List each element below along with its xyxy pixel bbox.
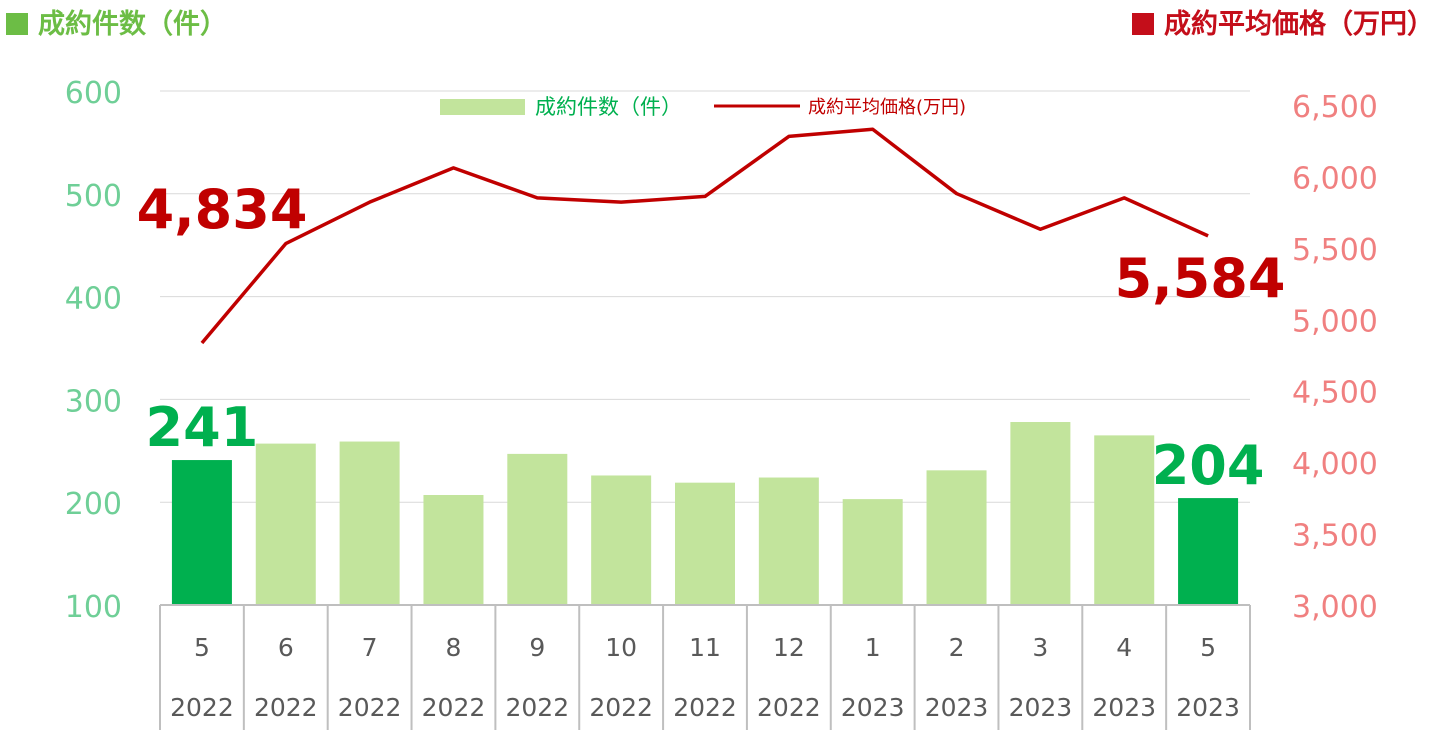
year-label: 2022 xyxy=(673,693,737,722)
left-axis-tick-label: 100 xyxy=(65,590,122,625)
month-label: 12 xyxy=(773,633,805,662)
legend-line-label: 成約平均価格(万円) xyxy=(808,97,966,118)
left-axis-title: 成約件数（件） xyxy=(6,2,227,41)
legend-bar-label: 成約件数（件） xyxy=(535,95,682,119)
legend-bar-swatch xyxy=(440,99,525,115)
month-label: 8 xyxy=(446,633,462,662)
month-label: 1 xyxy=(865,633,881,662)
month-label: 10 xyxy=(605,633,637,662)
right-axis-tick-label: 5,500 xyxy=(1292,233,1378,268)
month-label: 5 xyxy=(1200,633,1216,662)
right-axis-tick-label: 6,000 xyxy=(1292,161,1378,196)
bar-data-label: 241 xyxy=(146,396,259,459)
year-label: 2022 xyxy=(254,693,318,722)
bar-8 xyxy=(758,477,819,605)
bar-2 xyxy=(255,443,316,605)
red-square-icon xyxy=(1132,13,1154,35)
bar-6 xyxy=(591,475,652,605)
line-data-label: 4,834 xyxy=(137,178,308,241)
bar-9 xyxy=(842,499,903,605)
year-label: 2023 xyxy=(841,693,905,722)
right-axis-tick-label: 6,500 xyxy=(1292,90,1378,125)
year-label: 2023 xyxy=(925,693,989,722)
year-label: 2022 xyxy=(422,693,486,722)
month-label: 4 xyxy=(1116,633,1132,662)
year-label: 2023 xyxy=(1092,693,1156,722)
month-label: 11 xyxy=(689,633,721,662)
line-data-label: 5,584 xyxy=(1115,247,1286,310)
year-label: 2022 xyxy=(757,693,821,722)
green-square-icon xyxy=(6,13,28,35)
axes: 100 200 300 400 500 600 3,000 3,500 4,000 4,500 5,… xyxy=(65,76,1378,625)
left-axis-tick-label: 400 xyxy=(65,282,122,317)
month-label: 9 xyxy=(529,633,545,662)
right-axis-tick-label: 3,000 xyxy=(1292,590,1378,625)
data-labels: 241 204 4,834 5,584 xyxy=(137,178,1286,497)
right-axis-title-text: 成約平均価格（万円） xyxy=(1164,9,1434,40)
bar-13 xyxy=(1178,498,1239,605)
month-label: 2 xyxy=(949,633,965,662)
bar-series xyxy=(171,422,1239,605)
year-label: 2023 xyxy=(1176,693,1240,722)
right-axis-tick-label: 5,000 xyxy=(1292,304,1378,339)
left-axis-tick-label: 500 xyxy=(65,179,122,214)
right-axis-tick-label: 4,500 xyxy=(1292,376,1378,411)
gridlines xyxy=(160,90,1250,503)
bar-data-label: 204 xyxy=(1152,434,1265,497)
bar-7 xyxy=(675,482,735,605)
bar-12 xyxy=(1094,435,1155,605)
month-label: 6 xyxy=(278,633,294,662)
line-series xyxy=(200,127,1209,345)
bar-10 xyxy=(926,470,987,605)
month-label: 7 xyxy=(362,633,378,662)
bar-5 xyxy=(507,453,568,605)
bar-1 xyxy=(171,460,232,605)
price-line xyxy=(200,127,1209,345)
left-axis-tick-label: 300 xyxy=(65,384,122,419)
left-axis-tick-label: 600 xyxy=(65,76,122,111)
year-label: 2023 xyxy=(1009,693,1073,722)
month-label: 3 xyxy=(1032,633,1048,662)
right-axis-tick-label: 3,500 xyxy=(1292,519,1378,554)
bar-4 xyxy=(423,495,484,605)
bar-3 xyxy=(339,441,400,605)
right-axis-title: 成約平均価格（万円） xyxy=(1132,2,1434,41)
left-axis-title-text: 成約件数（件） xyxy=(38,9,227,40)
year-label: 2022 xyxy=(170,693,234,722)
year-label: 2022 xyxy=(589,693,653,722)
legend: 成約件数（件） 成約平均価格(万円) xyxy=(440,95,966,119)
month-label: 5 xyxy=(194,633,210,662)
left-axis-tick-label: 200 xyxy=(65,487,122,522)
year-label: 2022 xyxy=(505,693,569,722)
category-table: 5202262022720228202292022102022112022122… xyxy=(159,604,1251,730)
year-label: 2022 xyxy=(338,693,402,722)
right-axis-tick-label: 4,000 xyxy=(1292,447,1378,482)
bar-11 xyxy=(1010,422,1071,605)
